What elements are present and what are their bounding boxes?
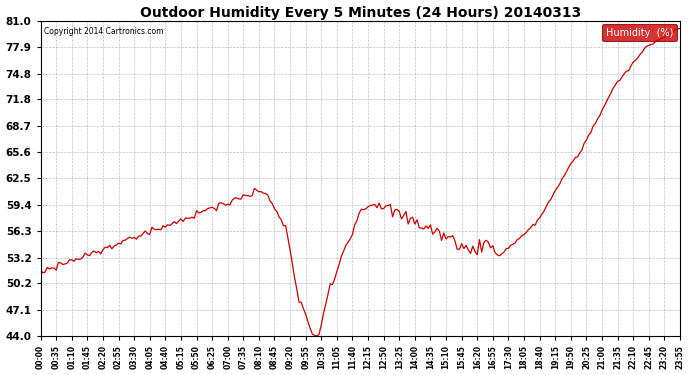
Title: Outdoor Humidity Every 5 Minutes (24 Hours) 20140313: Outdoor Humidity Every 5 Minutes (24 Hou…	[139, 6, 581, 20]
Text: Copyright 2014 Cartronics.com: Copyright 2014 Cartronics.com	[43, 27, 164, 36]
Legend: Humidity  (%): Humidity (%)	[602, 24, 677, 41]
